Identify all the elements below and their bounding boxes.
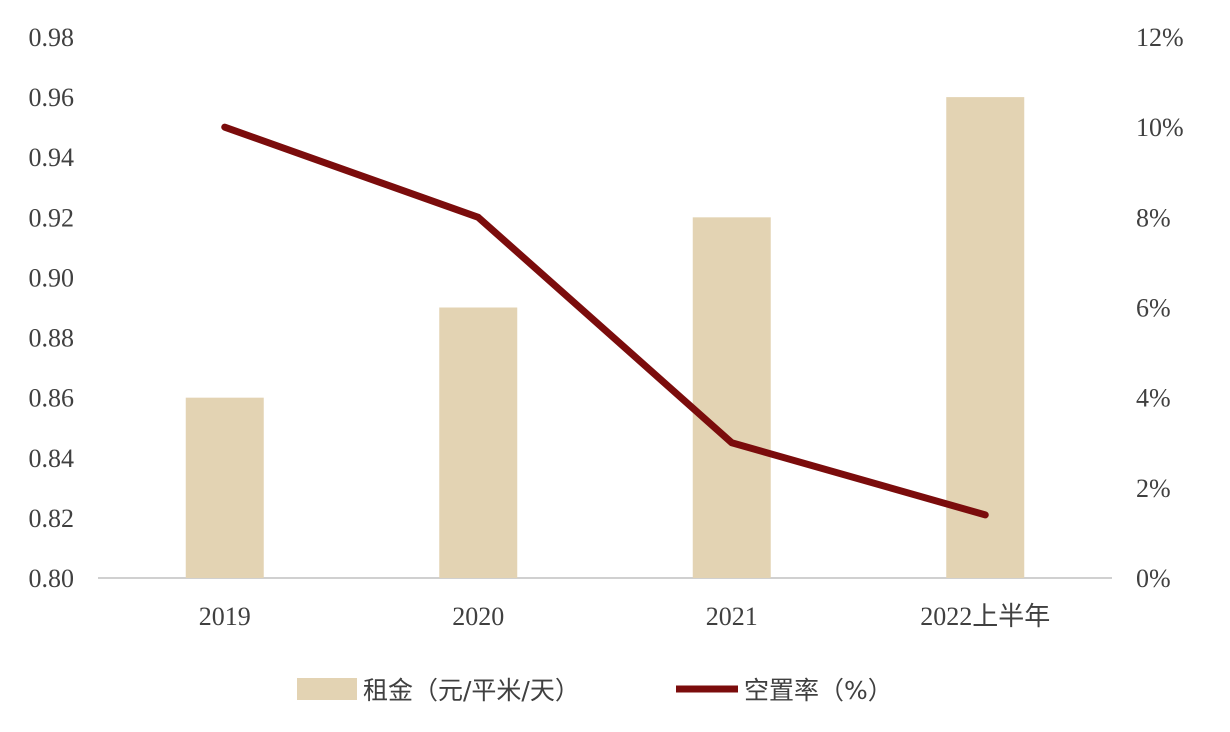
right-tick-label: 6% [1136,294,1171,323]
line-point-2019 [221,124,228,131]
bar-2021 [692,217,771,579]
left-tick-label: 0.96 [29,83,75,112]
left-tick-label: 0.90 [29,263,75,292]
right-tick-label: 8% [1136,203,1171,232]
right-tick-label: 2% [1136,474,1171,503]
legend-bar-swatch [297,678,357,700]
right-tick-label: 10% [1136,113,1184,142]
bar-2019 [185,397,264,578]
left-tick-label: 0.92 [29,203,75,232]
right-tick-label: 0% [1136,564,1171,593]
bar-2020 [439,307,518,578]
legend-line-label: 空置率（%） [744,676,893,705]
left-tick-label: 0.82 [29,504,75,533]
x-tick-label: 2019 [199,602,251,631]
right-tick-label: 4% [1136,384,1171,413]
left-tick-label: 0.86 [29,384,75,413]
vacancy-rate-line [221,123,989,519]
bar-2022上半年 [946,97,1025,578]
legend-bar-label: 租金（元/平米/天） [363,676,580,705]
left-tick-label: 0.94 [29,143,75,172]
line-point-2022上半年 [982,511,989,518]
x-tick-label: 2021 [706,602,758,631]
left-tick-label: 0.88 [29,324,75,353]
right-tick-label: 12% [1136,23,1184,52]
line-point-2020 [475,214,482,221]
x-tick-label: 2022上半年 [920,602,1050,631]
line-point-2021 [728,439,735,446]
x-tick-label: 2020 [452,602,504,631]
left-tick-label: 0.98 [29,23,75,52]
left-tick-label: 0.84 [29,444,75,473]
left-tick-label: 0.80 [29,564,75,593]
